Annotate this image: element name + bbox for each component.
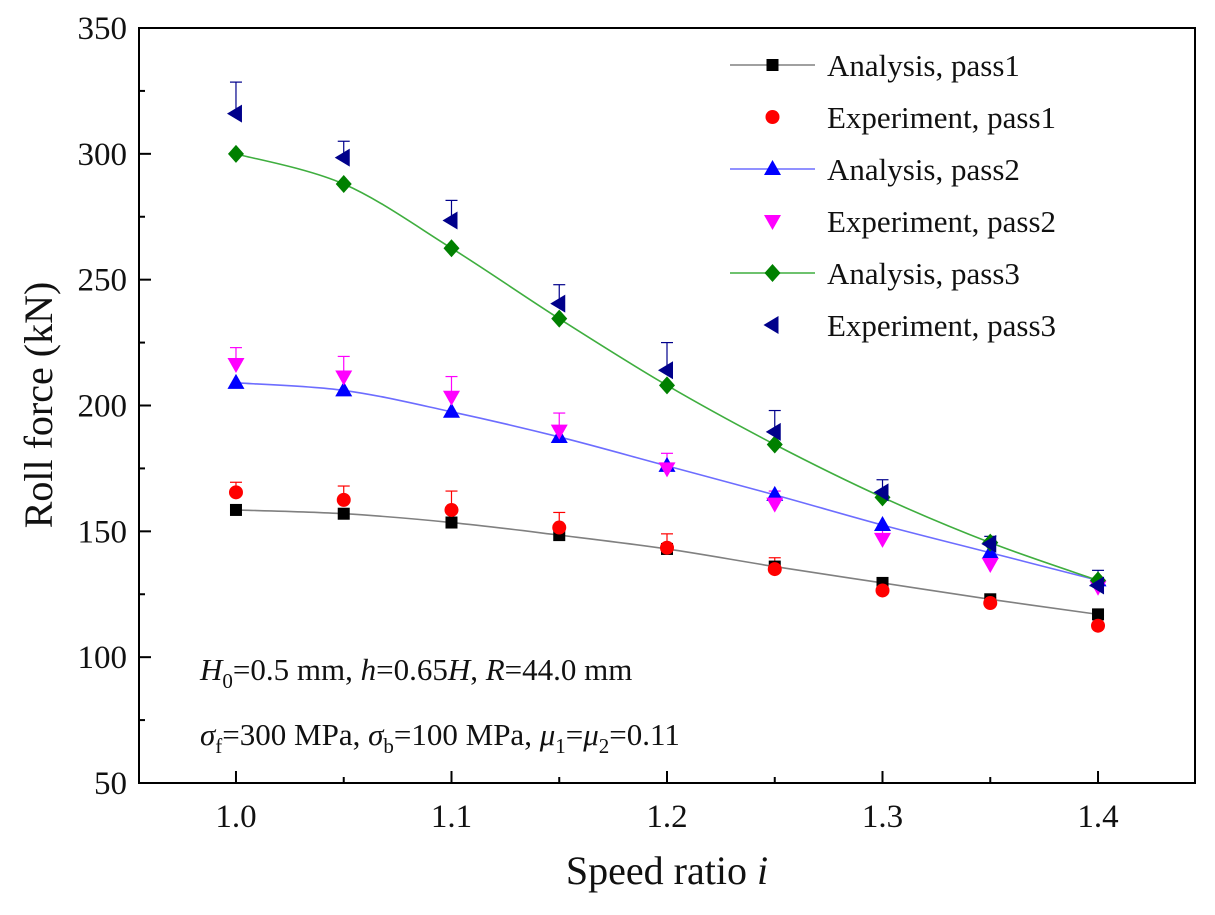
legend-marker xyxy=(765,110,780,124)
data-point xyxy=(226,104,242,123)
legend-label: Analysis, pass1 xyxy=(827,48,1020,83)
data-point xyxy=(335,175,352,194)
data-point xyxy=(658,361,673,380)
data-point xyxy=(874,532,892,548)
data-point xyxy=(227,373,245,389)
data-point xyxy=(765,422,781,441)
data-point xyxy=(767,562,782,577)
data-point xyxy=(551,309,568,328)
data-point xyxy=(550,424,568,440)
data-point xyxy=(442,390,460,406)
legend-label: Experiment, pass1 xyxy=(827,100,1056,135)
series-line xyxy=(235,509,1099,616)
data-point xyxy=(1092,608,1105,621)
annotation-line-1: H0=0.5 mm, h=0.65H, R=44.0 mm xyxy=(199,652,632,693)
legend-label: Experiment, pass3 xyxy=(827,308,1056,343)
axis-ticks xyxy=(139,27,1100,784)
legend-label: Analysis, pass3 xyxy=(827,256,1020,291)
x-tick-label: 1.1 xyxy=(431,799,472,835)
data-point xyxy=(228,485,243,500)
data-point xyxy=(875,583,890,598)
data-point xyxy=(442,211,458,230)
data-point xyxy=(552,520,567,535)
data-point xyxy=(660,540,674,555)
legend: Analysis, pass1 Experiment, pass1 Analysis… xyxy=(730,48,1056,343)
data-point xyxy=(550,294,566,313)
y-tick-label: 250 xyxy=(78,263,128,299)
legend-marker xyxy=(764,264,781,282)
data-point xyxy=(334,148,350,167)
data-point xyxy=(981,534,997,553)
data-point xyxy=(766,435,783,454)
y-tick-label: 300 xyxy=(78,137,128,173)
legend-marker xyxy=(766,59,779,71)
legend-marker xyxy=(764,215,781,230)
data-point xyxy=(337,507,350,520)
data-point xyxy=(442,402,460,418)
data-point xyxy=(444,502,459,517)
data-point xyxy=(766,485,784,501)
x-tick-label: 1.3 xyxy=(862,799,903,835)
data-point xyxy=(443,239,460,258)
data-markers xyxy=(226,104,1107,633)
y-tick-label: 50 xyxy=(94,766,127,802)
data-point xyxy=(1089,576,1105,595)
axis-tick-labels: 1.0 1.1 1.2 1.3 1.4 50 100 150 200 250 300 350 xyxy=(78,11,1119,835)
data-point xyxy=(874,516,892,532)
data-point xyxy=(981,558,999,574)
y-axis-title: Roll force (kN) xyxy=(16,282,61,529)
data-point xyxy=(445,516,458,529)
data-point xyxy=(335,370,353,386)
data-point xyxy=(335,381,353,397)
legend-marker xyxy=(763,316,779,334)
y-tick-label: 200 xyxy=(78,389,128,425)
data-point xyxy=(336,492,351,507)
data-point xyxy=(227,144,244,163)
x-axis-title: Speed ratio i xyxy=(566,848,768,893)
legend-label: Analysis, pass2 xyxy=(827,152,1020,187)
x-tick-label: 1.2 xyxy=(646,799,687,835)
data-point xyxy=(227,357,245,373)
y-tick-label: 150 xyxy=(78,514,128,550)
data-point xyxy=(1091,618,1106,633)
y-tick-label: 350 xyxy=(78,11,128,47)
y-tick-label: 100 xyxy=(78,640,128,676)
data-point xyxy=(983,596,998,611)
x-tick-label: 1.0 xyxy=(215,799,256,835)
legend-label: Experiment, pass2 xyxy=(827,204,1056,239)
data-point xyxy=(659,376,675,395)
data-point xyxy=(229,503,242,516)
x-tick-label: 1.4 xyxy=(1077,799,1118,835)
data-point xyxy=(658,462,676,478)
data-point xyxy=(766,497,784,513)
annotation-line-2: σf=300 MPa, σb=100 MPa, μ1=μ2=0.11 xyxy=(200,717,680,758)
legend-marker xyxy=(764,160,781,175)
data-point xyxy=(873,483,889,502)
